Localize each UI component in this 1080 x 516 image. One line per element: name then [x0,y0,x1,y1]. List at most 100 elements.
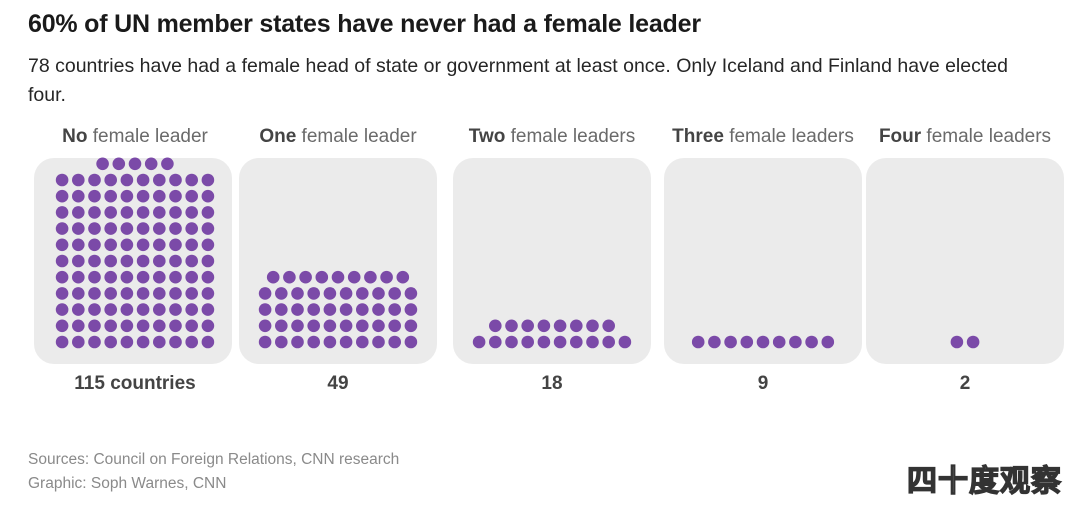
dot-one-19 [388,319,402,333]
dot-no-76 [136,222,150,235]
value-label-one: 49 [327,373,348,394]
dot-no-92 [72,189,85,203]
dot-no-66 [136,238,150,252]
dot-one-23 [291,303,304,316]
dot-no-110 [201,173,215,187]
dot-no-85 [120,206,134,219]
dot-no-93 [88,189,101,203]
watermark: 四十度观察 [906,463,1062,499]
dot-no-24 [104,303,117,316]
dot-one-10 [404,335,418,349]
dot-no-28 [169,303,182,316]
dot-one-20 [404,319,418,333]
dot-two-9 [602,335,615,349]
dot-no-106 [136,173,150,187]
dot-three-6 [772,335,786,349]
dot-no-78 [169,222,182,235]
dot-no-62 [72,238,85,252]
dot-no-70 [201,238,215,252]
dot-one-49 [396,270,410,284]
dot-one-16 [339,319,353,333]
dot-two-14 [537,319,551,333]
dot-no-115 [161,157,174,171]
dot-two-7 [570,335,583,349]
dot-four-2 [966,335,980,349]
dot-one-21 [258,303,272,316]
panel-two: Two female leaders 18 [453,126,651,394]
dot-no-54 [104,254,117,268]
dot-no-75 [120,222,134,235]
dot-three-3 [724,335,737,349]
dot-no-32 [72,287,85,300]
dot-no-3 [88,335,101,349]
dot-no-15 [120,319,134,333]
value-label-no: 115 countries [74,373,195,394]
dot-no-95 [120,189,134,203]
dot-no-79 [185,222,198,235]
dot-one-44 [315,270,329,284]
dot-one-13 [291,319,304,333]
dot-one-26 [339,303,353,316]
dot-no-43 [88,270,101,284]
dot-no-109 [185,173,198,187]
dot-no-41 [55,270,69,284]
panel-background-one [239,158,437,364]
dot-no-2 [72,335,85,349]
dot-no-16 [136,319,150,333]
dot-no-29 [185,303,198,316]
dot-no-22 [72,303,85,316]
dot-no-102 [72,173,85,187]
dot-two-8 [586,335,599,349]
panel-background-four [866,158,1064,364]
dot-no-83 [88,206,101,219]
dot-no-57 [153,254,166,268]
dot-one-40 [404,287,418,300]
sources-note: Sources: Council on Foreign Relations, C… [28,451,400,468]
panel-label-one: One female leader [259,126,417,147]
dot-no-65 [120,238,134,252]
dot-one-45 [331,270,345,284]
dot-no-27 [153,303,166,316]
dot-one-7 [356,335,369,349]
dot-no-96 [136,189,150,203]
panel-no: No female leader 115 countries [34,126,232,394]
panel-one: One female leader 49 [239,126,437,394]
dot-no-86 [136,206,150,219]
dot-one-38 [372,287,385,300]
dot-no-81 [55,206,69,219]
dot-one-48 [380,270,393,284]
dot-one-46 [347,270,361,284]
dot-three-1 [691,335,705,349]
dot-one-43 [299,270,312,284]
dot-no-107 [153,173,166,187]
dot-two-2 [489,335,502,349]
dot-one-30 [404,303,418,316]
dot-no-104 [104,173,117,187]
dot-no-105 [120,173,134,187]
dot-no-47 [153,270,166,284]
panel-background-three [664,158,862,364]
dot-no-98 [169,189,182,203]
dot-two-1 [472,335,486,349]
dot-one-5 [323,335,337,349]
dot-no-40 [201,287,215,300]
dot-two-5 [537,335,551,349]
dot-one-18 [372,319,385,333]
dot-no-108 [169,173,182,187]
dot-no-31 [55,287,69,300]
dot-no-48 [169,270,182,284]
dot-no-14 [104,319,117,333]
dot-two-18 [602,319,615,333]
dot-one-34 [307,287,321,300]
dot-no-37 [153,287,166,300]
dot-no-11 [55,319,69,333]
dot-no-111 [96,157,109,171]
dot-no-21 [55,303,69,316]
dot-no-94 [104,189,117,203]
dot-no-33 [88,287,101,300]
dot-one-14 [307,319,321,333]
dot-no-20 [201,319,215,333]
dot-two-16 [570,319,583,333]
value-label-two: 18 [541,373,562,394]
dot-one-29 [388,303,402,316]
